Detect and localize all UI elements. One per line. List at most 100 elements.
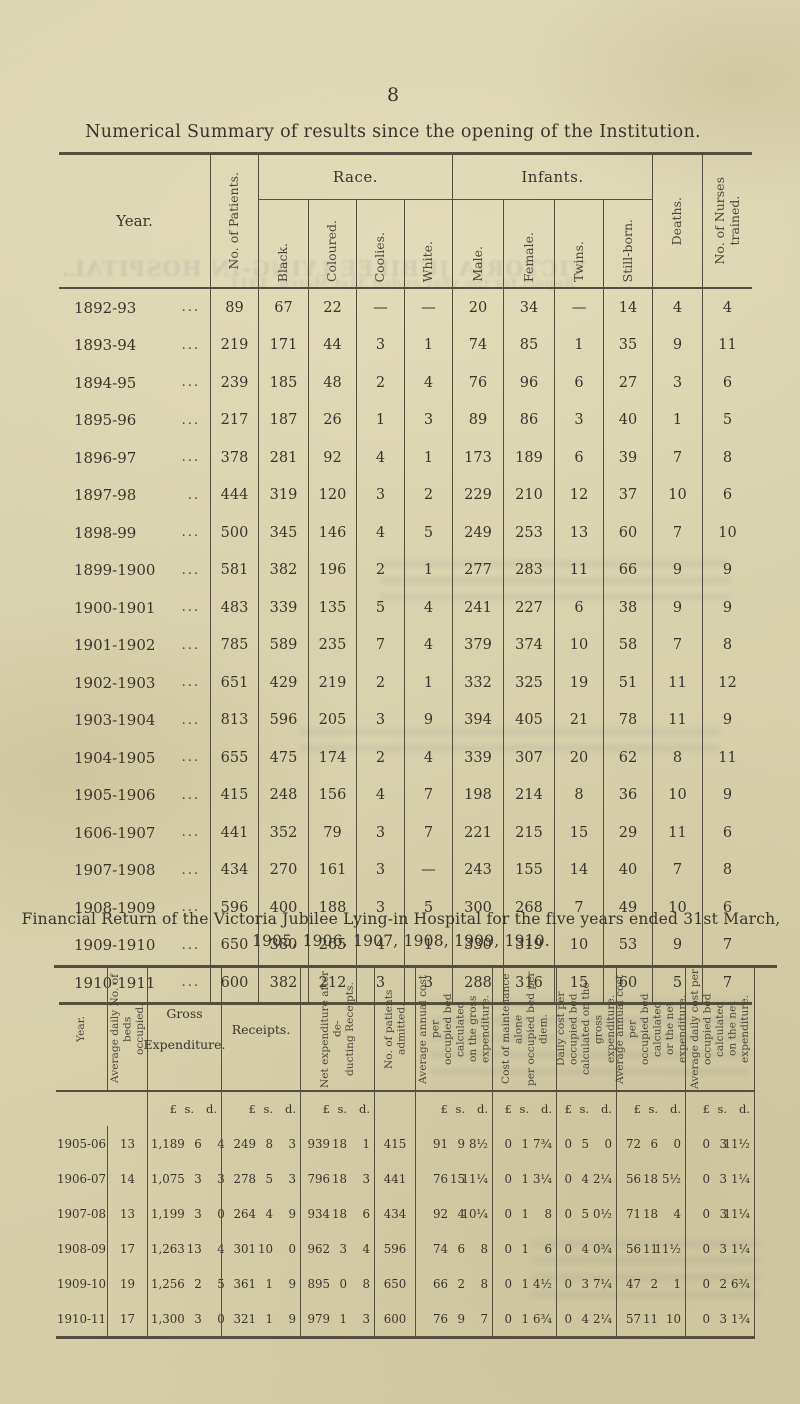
money-daily-gross-pounds: 0: [564, 1311, 572, 1326]
cell-male: 198: [452, 776, 503, 814]
cell-stillborn: 38: [603, 589, 652, 627]
dots-leader: ...: [181, 787, 200, 803]
cell-patients: 415: [210, 776, 258, 814]
currency-header-cell: [374, 1092, 415, 1126]
money-net: 895 0 8: [301, 1277, 374, 1291]
cell-stillborn: 35: [603, 326, 652, 364]
cell-twins: 1: [554, 326, 603, 364]
cell-female: 283: [503, 551, 554, 589]
money-annual-gross-pounds: 66: [432, 1276, 448, 1291]
cell-white: 4: [404, 626, 452, 664]
cell-patients: 600: [210, 964, 258, 1002]
cell-nurses: 6: [702, 814, 752, 852]
group-header-race: Race.: [258, 155, 452, 200]
money-gross-pounds: 1,263: [151, 1241, 185, 1256]
dots-leader: ...: [181, 862, 200, 878]
cell-male: 173: [452, 439, 503, 477]
column-header-black-label: Black.: [275, 242, 291, 282]
money-gross-shillings: 6: [194, 1136, 202, 1151]
currency-units-pounds: £: [702, 1102, 710, 1116]
money-daily-gross-pence: 2¼: [593, 1171, 612, 1186]
cell-twins: 3: [554, 401, 603, 439]
cell-patients: 500: [210, 514, 258, 552]
dots-leader: ...: [181, 600, 200, 616]
money-daily-net: 0 3 1¾: [686, 1312, 754, 1326]
fin-cell-annual-net: 57 11 10: [616, 1301, 685, 1336]
money-net-shillings: 18: [331, 1206, 347, 1221]
money-maintenance-pence: 4½: [533, 1276, 552, 1291]
year-cell: 1900-1901...: [59, 589, 210, 627]
cell-female: 214: [503, 776, 554, 814]
money-annual-net-pence: 11½: [654, 1241, 681, 1256]
money-daily-net-pence: 11½: [723, 1136, 750, 1151]
cell-stillborn: 37: [603, 476, 652, 514]
cell-stillborn: 36: [603, 776, 652, 814]
cell-male: 243: [452, 851, 503, 889]
fin-cell-beds: 13: [107, 1196, 147, 1231]
currency-units: £ s. d.: [222, 1102, 300, 1116]
dots-leader: ...: [181, 900, 200, 916]
currency-units-pounds: £: [169, 1102, 177, 1116]
dots-leader: ...: [181, 637, 200, 653]
column-header-nurses-label: No. of Nurses trained.: [711, 177, 742, 265]
cell-female: 405: [503, 701, 554, 739]
money-annual-net: 72 6 0: [617, 1137, 685, 1151]
cell-coolies: 3: [356, 851, 404, 889]
cell-black: 352: [258, 814, 308, 852]
cell-male: 249: [452, 514, 503, 552]
money-annual-net: 71 18 4: [617, 1207, 685, 1221]
cell-nurses: 11: [702, 739, 752, 777]
cell-patients: 219: [210, 326, 258, 364]
fin-cell-gross: 1,199 3 0: [147, 1196, 225, 1231]
fin-cell-annual-gross: 91 9 8½: [415, 1126, 492, 1161]
year-label: 1606-1907: [74, 823, 156, 842]
cell-female: 374: [503, 626, 554, 664]
money-maintenance-pence: 7¾: [533, 1136, 552, 1151]
cell-white: —: [404, 289, 452, 327]
money-maintenance-shillings: 1: [521, 1136, 529, 1151]
money-annual-net-shillings: 18: [642, 1206, 658, 1221]
currency-units-pounds: £: [440, 1102, 448, 1116]
cell-stillborn: 60: [603, 514, 652, 552]
money-daily-gross-pounds: 0: [564, 1241, 572, 1256]
fin-cell-net: 962 3 4: [300, 1231, 374, 1266]
money-annual-net-shillings: 2: [650, 1276, 658, 1291]
money-annual-net-pounds: 56: [625, 1171, 641, 1186]
money-daily-net-pence: 1¾: [731, 1311, 750, 1326]
money-annual-net-pence: 4: [673, 1206, 681, 1221]
cell-coloured: 22: [308, 289, 356, 327]
cell-twins: 11: [554, 551, 603, 589]
column-header-coloured-label: Coloured.: [324, 219, 340, 282]
fin-cell-maintenance: 0 1 4½: [492, 1266, 556, 1301]
money-annual-net-pounds: 47: [625, 1276, 641, 1291]
money-maintenance-pounds: 0: [504, 1206, 512, 1221]
fin-cell-net: 939 18 1: [300, 1126, 374, 1161]
currency-units-shillings: s.: [337, 1102, 347, 1116]
cell-deaths: 9: [652, 326, 702, 364]
currency-header-cell: [107, 1092, 147, 1126]
money-daily-gross-pence: 0¾: [593, 1241, 612, 1256]
cell-black: 382: [258, 551, 308, 589]
cell-coolies: 4: [356, 926, 404, 964]
money-net: 939 18 1: [301, 1137, 374, 1151]
fin-header-net-label: Net expenditure after de- ducting Receip…: [318, 970, 356, 1088]
fin-cell-patients: 600: [374, 1301, 415, 1336]
money-maintenance-pounds: 0: [504, 1276, 512, 1291]
cell-black: 345: [258, 514, 308, 552]
currency-units-pounds: £: [633, 1102, 641, 1116]
money-net: 979 1 3: [301, 1312, 374, 1326]
cell-black: 589: [258, 626, 308, 664]
cell-stillborn: 58: [603, 626, 652, 664]
cell-twins: 21: [554, 701, 603, 739]
cell-nurses: 4: [702, 289, 752, 327]
money-daily-gross-pounds: 0: [564, 1171, 572, 1186]
money-net-pounds: 796: [307, 1171, 330, 1186]
dots-leader: ...: [181, 375, 200, 391]
money-maintenance-pence: 3¼: [533, 1171, 552, 1186]
year-label: 1905-1906: [74, 786, 156, 805]
fin-cell-year: 1905-06: [56, 1136, 107, 1151]
cell-coolies: 2: [356, 664, 404, 702]
year-label: 1901-1902: [74, 636, 156, 655]
money-net-shillings: 1: [339, 1311, 347, 1326]
